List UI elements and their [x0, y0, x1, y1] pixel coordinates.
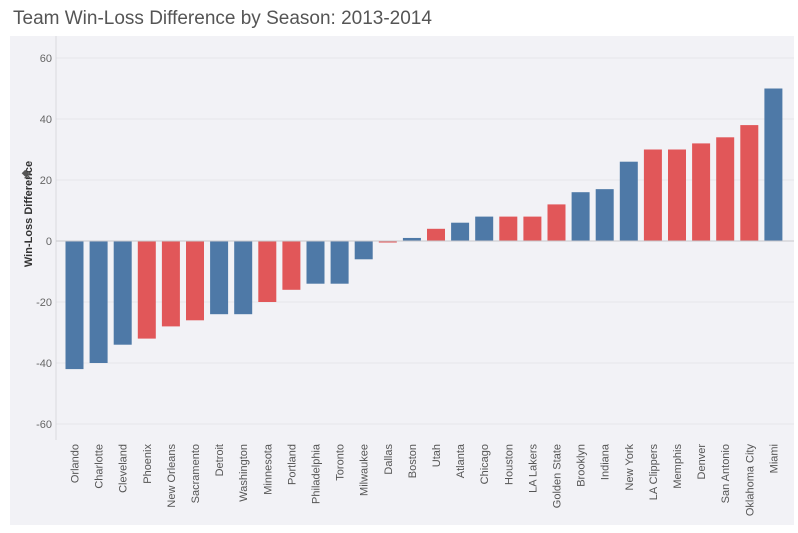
chart-panel: 60 40 20 0 -20 -40 -60 Orlando Charlotte Clevelan… [10, 36, 794, 525]
bar [571, 192, 590, 241]
x-tick-label: LA Lakers [527, 444, 539, 493]
x-tick-label: Oklahoma City [744, 444, 756, 517]
x-tick-label: Denver [696, 444, 708, 480]
bar [692, 143, 711, 241]
x-tick-label: Utah [431, 444, 443, 467]
y-tick-label: 60 [40, 53, 52, 65]
y-axis-title: Win-Loss Difference [23, 161, 35, 267]
bar [451, 222, 470, 241]
y-tick-label: 20 [40, 175, 52, 187]
bar [547, 204, 566, 241]
bar [282, 241, 301, 290]
bar [306, 241, 325, 284]
bar [186, 241, 204, 321]
y-tick-label: -40 [36, 358, 52, 370]
bar [402, 237, 421, 241]
x-tick-label: New Orleans [166, 444, 178, 508]
chart-title: Team Win-Loss Difference by Season: 2013… [13, 8, 432, 29]
bar [716, 137, 735, 241]
x-tick-label: Memphis [672, 444, 684, 489]
bar [668, 149, 686, 241]
bar [595, 189, 614, 241]
y-tick-label: 40 [40, 114, 52, 126]
x-tick-label: LA Clippers [648, 444, 660, 501]
x-tick-label: New York [624, 444, 636, 491]
x-tick-label: Houston [503, 444, 515, 485]
bar [475, 216, 494, 241]
bar [113, 241, 132, 345]
x-tick-label: Sacramento [190, 444, 202, 503]
x-tick-label: Miami [768, 444, 780, 473]
bar [619, 161, 638, 241]
x-tick-label: Dallas [383, 444, 395, 475]
bar-chart: 60 40 20 0 -20 -40 -60 Orlando Charlotte Clevelan… [21, 36, 794, 517]
bar [427, 228, 445, 241]
x-tick-label: Boston [407, 444, 419, 478]
y-tick-label: -20 [36, 297, 52, 309]
x-tick-label: Phoenix [142, 444, 154, 484]
bar [378, 241, 397, 243]
bar [234, 241, 253, 315]
y-tick-label: -60 [36, 419, 52, 431]
x-tick-label: Atlanta [455, 443, 467, 478]
x-tick-label: Brooklyn [576, 444, 588, 487]
bar [643, 149, 662, 241]
x-tick-label: Minnesota [262, 443, 274, 495]
bar [354, 241, 373, 260]
bar [210, 241, 229, 315]
x-tick-label: Milwaukee [359, 444, 371, 496]
x-tick-label: Orlando [70, 444, 82, 483]
x-tick-label: Charlotte [94, 444, 106, 489]
bar [523, 216, 542, 241]
bar [161, 241, 180, 327]
bar [89, 241, 108, 363]
x-tick-label: San Antonio [720, 444, 732, 503]
x-tick-label: Philadelphia [311, 443, 323, 504]
x-tick-label: Indiana [600, 443, 612, 480]
x-tick-label: Chicago [479, 444, 491, 484]
x-tick-label: Washington [238, 444, 250, 502]
bar [499, 216, 518, 241]
x-tick-label: Cleveland [118, 444, 130, 493]
bar [65, 241, 84, 370]
bar [764, 88, 783, 241]
x-tick-label: Portland [286, 444, 298, 485]
x-tick-label: Toronto [335, 444, 347, 481]
bar [258, 241, 277, 302]
bar [740, 125, 759, 241]
bar [330, 241, 349, 284]
x-tick-label: Golden State [552, 444, 564, 508]
y-tick-label: 0 [46, 236, 52, 248]
x-tick-label: Detroit [214, 444, 226, 476]
bar [137, 241, 156, 339]
